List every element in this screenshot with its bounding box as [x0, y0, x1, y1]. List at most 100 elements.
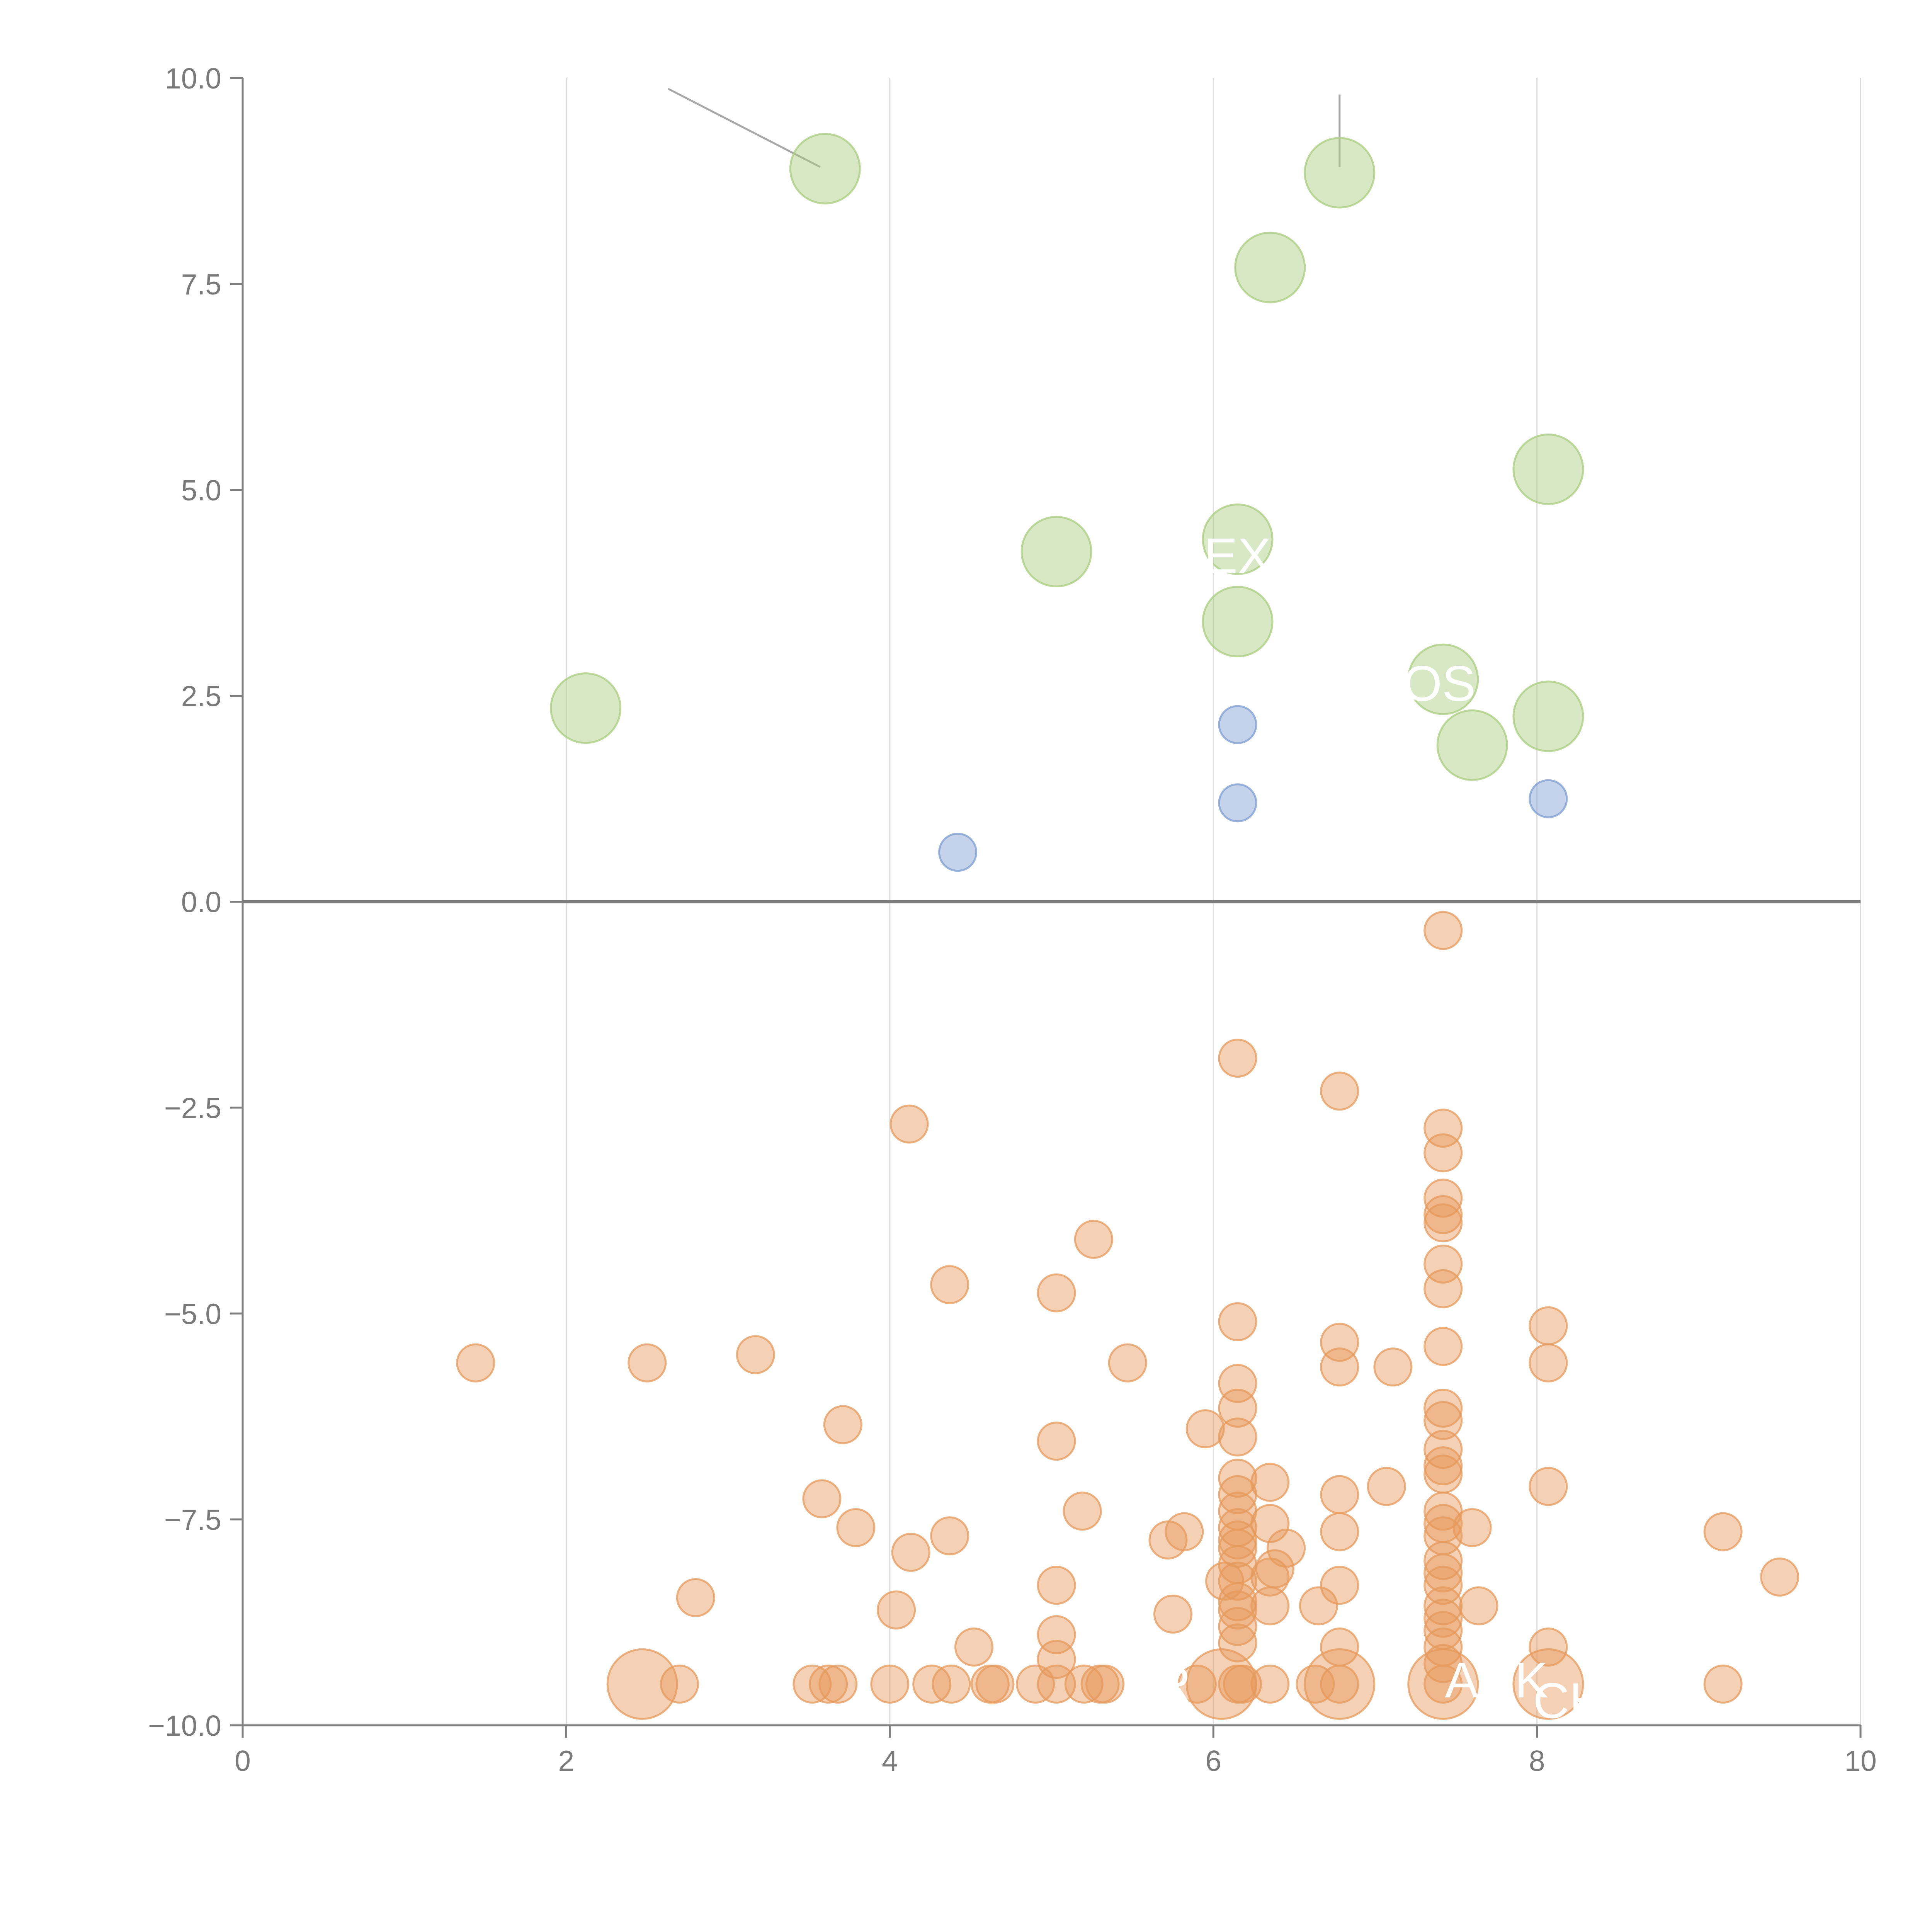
y-tick-label: −2.5 [164, 1092, 221, 1124]
data-point-orange [809, 1664, 848, 1704]
point-label: CH [1533, 1672, 1605, 1729]
y-tick-label: 2.5 [181, 680, 221, 713]
data-point-blue [1218, 705, 1257, 744]
data-point-orange [1037, 1273, 1076, 1313]
data-point-orange [1423, 1401, 1463, 1440]
data-point-orange [802, 1479, 842, 1519]
data-point-orange [823, 1405, 862, 1444]
data-point-orange [1218, 1388, 1257, 1428]
data-point-green [1512, 433, 1584, 505]
data-point-blue [938, 833, 978, 872]
data-point-orange [1423, 911, 1463, 950]
data-point-orange-large [1304, 1648, 1376, 1720]
data-point-orange [1320, 1664, 1359, 1704]
data-point-orange [889, 1104, 929, 1144]
x-tick-label: 8 [1529, 1745, 1545, 1777]
point-label: OSE [1403, 655, 1509, 712]
data-point-orange-large [1512, 1648, 1584, 1720]
data-point-green [1304, 137, 1376, 209]
axis-layer: 0 2 4 6 8 10 10.0 7.5 5.0 2.5 0.0 −2.5 −5.0 −7.5 −10.0 [148, 62, 1877, 1777]
data-point-orange [1250, 1586, 1290, 1626]
data-point-orange [1320, 1347, 1359, 1387]
data-point-orange [1320, 1512, 1359, 1551]
data-point-orange [456, 1343, 495, 1383]
y-tick-label: 0.0 [181, 886, 221, 918]
data-point-orange [1037, 1664, 1076, 1704]
data-point-orange [891, 1532, 930, 1572]
data-point-orange [1267, 1529, 1306, 1568]
data-point-orange [1218, 1561, 1257, 1601]
data-point-orange [1218, 1038, 1257, 1078]
data-point-orange [1373, 1347, 1413, 1387]
data-point-orange [932, 1664, 971, 1704]
x-tick-label: 6 [1205, 1745, 1221, 1777]
data-point-orange [1205, 1561, 1245, 1601]
data-point-orange [1423, 1664, 1463, 1704]
point-label: ARK [1445, 1652, 1548, 1708]
data-point-orange [1452, 1508, 1492, 1547]
data-point-orange [1153, 1594, 1193, 1634]
data-point-orange [1185, 1409, 1225, 1449]
data-point-orange [736, 1335, 775, 1374]
data-point-orange [1085, 1664, 1125, 1704]
data-point-green [1436, 709, 1508, 781]
leader-line [1343, 1683, 1411, 1689]
data-point-blue [1218, 783, 1257, 823]
data-point-orange [1064, 1664, 1104, 1704]
data-point-blue [1529, 779, 1568, 818]
y-tick-label: 10.0 [165, 62, 221, 95]
data-point-green [789, 133, 861, 204]
data-point-orange [628, 1343, 667, 1383]
data-point-orange [1423, 1203, 1463, 1243]
data-point-orange [1218, 1607, 1257, 1646]
data-point-green [1512, 680, 1584, 752]
y-tick-label: −7.5 [164, 1503, 221, 1536]
data-point-orange [877, 1590, 916, 1630]
x-tick-label: 2 [558, 1745, 575, 1777]
data-point-orange [1218, 1302, 1257, 1342]
data-point-orange [1423, 1454, 1463, 1494]
data-point-orange [1037, 1566, 1076, 1605]
data-point-orange [1250, 1664, 1290, 1704]
data-point-orange [1423, 1566, 1463, 1605]
data-point-orange [1218, 1623, 1257, 1663]
data-point-orange [870, 1664, 910, 1704]
data-point-orange [1037, 1422, 1076, 1461]
data-point-orange [1320, 1071, 1359, 1111]
data-points [456, 133, 1799, 1720]
data-point-green [1202, 586, 1274, 658]
data-point-orange [1423, 1133, 1463, 1173]
data-point-orange [1423, 1327, 1463, 1366]
data-point-orange [1529, 1467, 1568, 1506]
data-point-green [1020, 516, 1092, 588]
data-point-orange [1165, 1512, 1204, 1551]
data-point-orange [1108, 1343, 1147, 1383]
data-point-orange [1367, 1467, 1406, 1506]
y-tick-label: −5.0 [164, 1298, 221, 1330]
data-point-orange [930, 1516, 969, 1556]
leader-line [668, 88, 821, 168]
data-point-orange [1250, 1463, 1290, 1502]
leader-lines [590, 88, 1473, 1689]
data-point-orange [1423, 1599, 1463, 1638]
data-point-orange [1255, 1549, 1294, 1588]
data-point-orange [818, 1664, 858, 1704]
data-point-orange [954, 1628, 994, 1667]
data-point-orange [1223, 1664, 1262, 1704]
data-point-orange [1074, 1219, 1113, 1259]
data-point-orange [1423, 1195, 1463, 1234]
x-tick-label: 0 [235, 1745, 251, 1777]
data-point-green [1407, 643, 1479, 715]
point-label: EX [1204, 527, 1271, 584]
data-point-orange [1218, 1417, 1257, 1457]
data-point-orange [1423, 1553, 1463, 1593]
data-point-orange [1529, 1343, 1568, 1383]
data-point-green [1234, 231, 1306, 303]
x-tick-label: 10 [1844, 1745, 1876, 1777]
data-point-orange [1529, 1306, 1568, 1345]
data-point-orange [1218, 1459, 1257, 1498]
data-point-orange [1218, 1590, 1257, 1630]
